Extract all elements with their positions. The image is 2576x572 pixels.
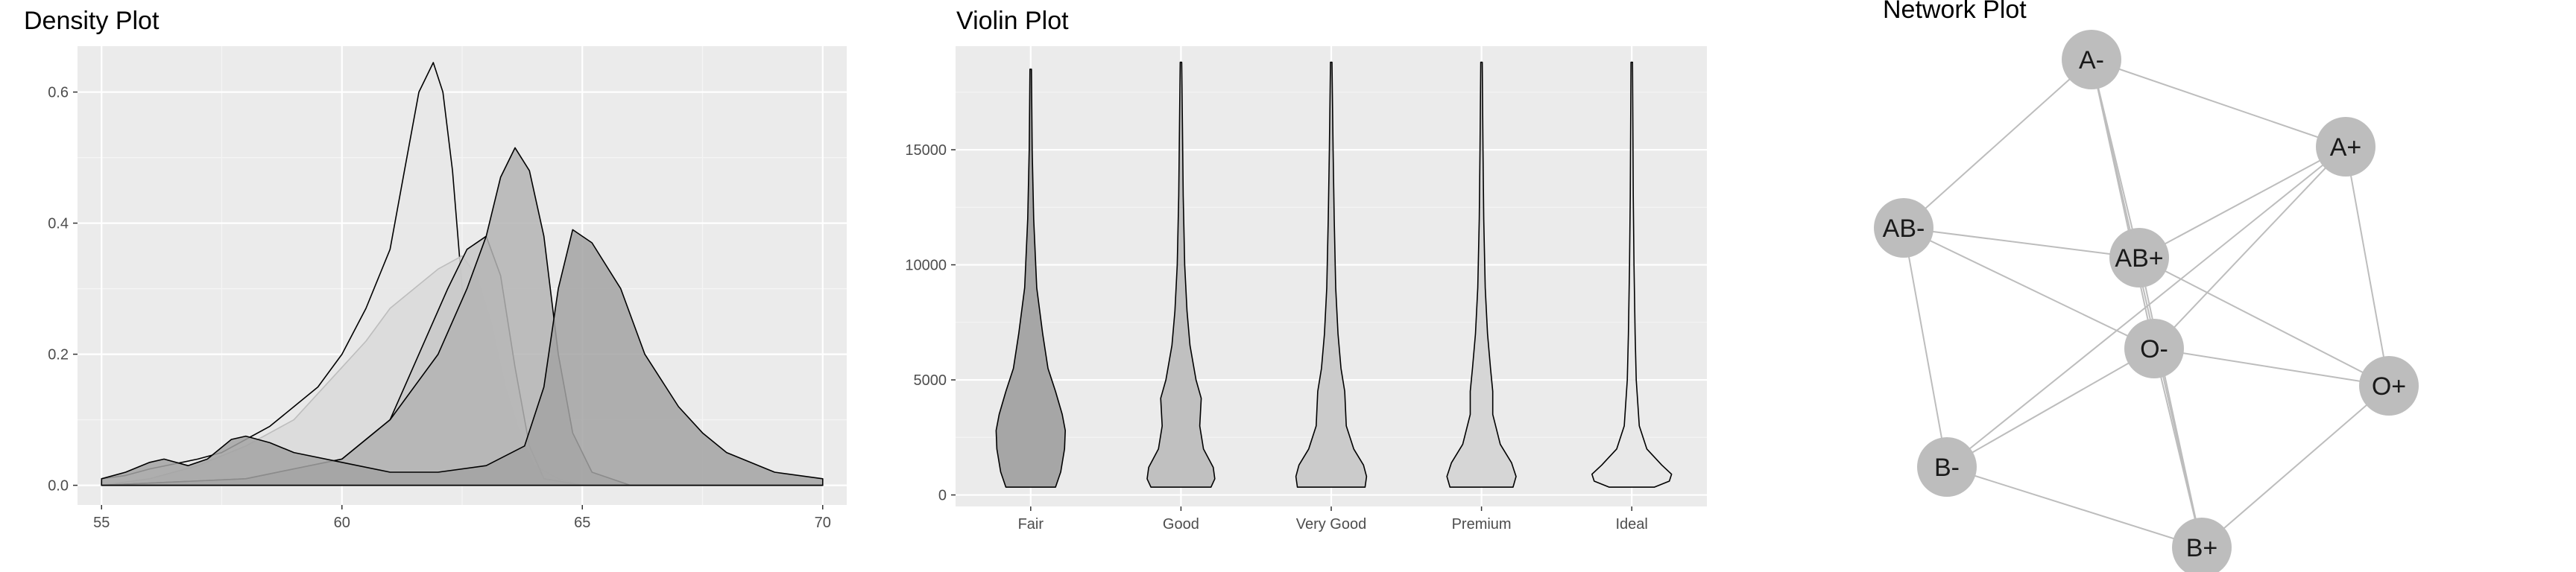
network-node-circle — [2172, 518, 2232, 572]
network-edge — [1903, 227, 2140, 258]
network-edge — [2091, 59, 2155, 349]
network-node-circle — [2124, 319, 2184, 378]
network-node-label: O- — [2140, 335, 2168, 363]
violin-x-tick-label: Fair — [1018, 516, 1044, 533]
network-node-label: O+ — [2372, 372, 2406, 401]
violin-axis-ticks: 0 5000 10000 15000 Fair Good Very Good Premium I… — [905, 142, 1648, 533]
network-edge — [1903, 59, 2092, 229]
density-y-tick-label: 0.6 — [48, 85, 69, 101]
density-curve-5 — [101, 229, 824, 486]
violin-ideal — [1591, 61, 1673, 488]
network-edge — [2091, 59, 2203, 548]
network-node-circle — [2062, 30, 2121, 89]
network-node-label: AB+ — [2115, 244, 2163, 273]
network-node-label: AB- — [1883, 214, 1925, 243]
violin-x-tick-label: Very Good — [1296, 516, 1367, 533]
network-edge — [1946, 348, 2155, 468]
network-node: A- — [2062, 30, 2121, 89]
network-edge — [1946, 146, 2346, 468]
network-node: B+ — [2172, 518, 2232, 572]
violin-plot-title: Violin Plot — [956, 7, 1069, 35]
network-edge — [2201, 385, 2390, 548]
violin-fair — [995, 69, 1066, 488]
density-x-tick-label: 55 — [93, 515, 110, 531]
violin-shapes — [995, 61, 1673, 488]
network-node: AB+ — [2109, 228, 2169, 287]
network-node-label: A+ — [2330, 133, 2362, 162]
network-node-circle — [2316, 117, 2375, 177]
network-edges — [1903, 59, 2390, 548]
network-edge — [2138, 257, 2203, 548]
network-edge — [2153, 146, 2346, 349]
density-y-tick-label: 0.0 — [48, 478, 69, 495]
network-edge — [2153, 348, 2390, 387]
network-node: O- — [2124, 319, 2184, 378]
density-y-tick-label: 0.2 — [48, 347, 69, 363]
network-node-circle — [1874, 198, 1933, 258]
violin-premium — [1446, 61, 1517, 488]
violin-plot-panel: Violin Plot 0 5000 10000 15000 Fair Good Very … — [905, 7, 1707, 533]
violin-y-tick-label: 15000 — [905, 142, 947, 159]
network-node: A+ — [2316, 117, 2375, 177]
violin-good — [1146, 61, 1216, 488]
network-node-circle — [2109, 228, 2169, 287]
network-node: AB- — [1874, 198, 1933, 258]
violin-x-tick-label: Premium — [1452, 516, 1512, 533]
network-plot-panel: Network Plot A- A+ AB- AB+ O- O+ B- B+ — [1874, 0, 2419, 572]
violin-y-tick-label: 0 — [938, 488, 947, 504]
violin-x-tick-label: Good — [1163, 516, 1199, 533]
network-node-circle — [1917, 437, 1977, 497]
density-axis-ticks: 55 60 65 70 0.0 0.2 0.4 0.6 — [48, 85, 831, 531]
density-y-tick-label: 0.4 — [48, 216, 69, 232]
network-nodes: A- A+ AB- AB+ O- O+ B- B+ — [1874, 30, 2419, 572]
network-plot-title: Network Plot — [1883, 0, 2027, 24]
density-x-tick-label: 65 — [574, 515, 590, 531]
network-node-label: B+ — [2186, 534, 2218, 562]
network-edge — [2138, 146, 2346, 258]
network-edge — [2153, 348, 2203, 548]
violin-y-tick-label: 5000 — [914, 372, 947, 389]
network-node: O+ — [2359, 356, 2419, 416]
network-node-label: B- — [1934, 454, 1960, 482]
network-edge — [1946, 466, 2203, 548]
network-edge — [1903, 227, 2155, 349]
network-edge — [1903, 227, 1948, 468]
violin-x-tick-label: Ideal — [1616, 516, 1648, 533]
network-node-label: A- — [2079, 46, 2104, 74]
network-node-circle — [2359, 356, 2419, 416]
density-plot-panel: Density Plot 55 60 65 70 0.0 0.2 0.4 0.6 — [24, 7, 847, 531]
density-plot-title: Density Plot — [24, 7, 160, 35]
network-edge — [2138, 257, 2390, 387]
density-x-tick-label: 70 — [815, 515, 831, 531]
violin-y-tick-label: 10000 — [905, 258, 947, 274]
violin-very-good — [1295, 61, 1368, 488]
network-edge — [2345, 146, 2390, 387]
density-x-tick-label: 60 — [334, 515, 350, 531]
network-edge — [2091, 59, 2346, 147]
network-node: B- — [1917, 437, 1977, 497]
density-curves — [101, 62, 824, 486]
